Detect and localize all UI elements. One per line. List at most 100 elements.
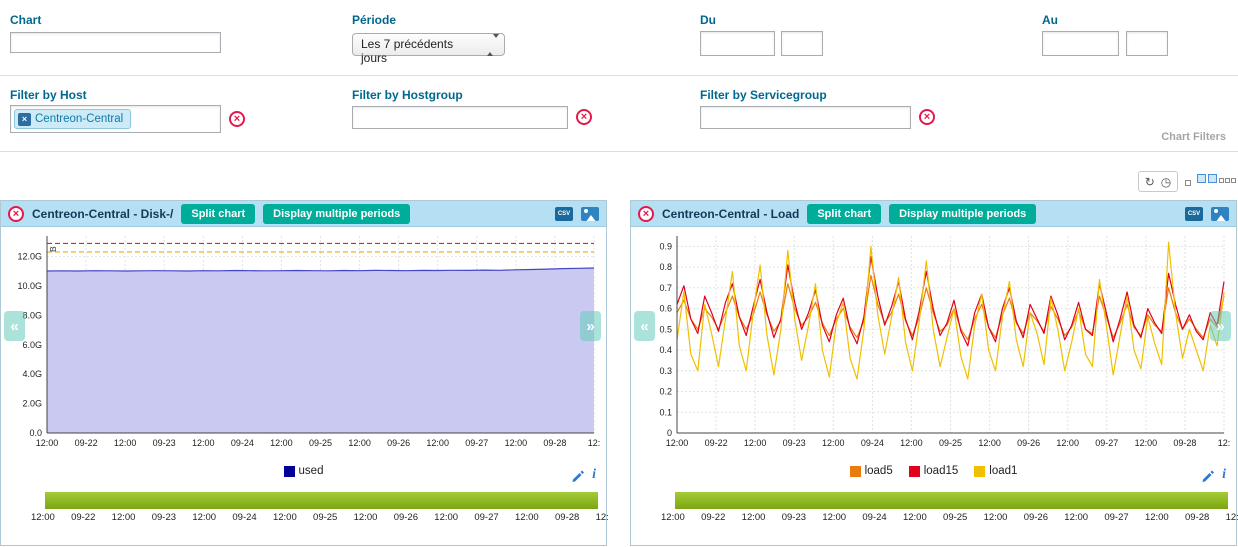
load-chart[interactable]: 12:00 09-22 12:00 09-23 12:00 09-24 12:00 09-25…: [633, 229, 1233, 455]
svg-text:09-28: 09-28: [1173, 438, 1196, 448]
svg-text:09-23: 09-23: [783, 438, 806, 448]
svg-text:0.0: 0.0: [29, 428, 42, 438]
svg-text:0: 0: [667, 428, 672, 438]
timeline-tick-label: 12:00: [902, 512, 927, 523]
layout-one-column-button[interactable]: [1185, 180, 1191, 186]
timeline-tick-label: 09-22: [71, 512, 96, 523]
du-date-input[interactable]: [700, 31, 775, 56]
svg-text:12:00: 12:00: [348, 438, 371, 448]
export-csv-icon[interactable]: CSV: [1185, 206, 1203, 221]
filter-by-hostgroup-label: Filter by Hostgroup: [352, 88, 463, 102]
timeline-tick-label: 12:00: [272, 512, 297, 523]
svg-text:09-26: 09-26: [387, 438, 410, 448]
timeline-tick-label: 12:00: [822, 512, 847, 523]
svg-text:09-23: 09-23: [153, 438, 176, 448]
timeline-tick-label: 09-23: [781, 512, 807, 523]
export-image-icon[interactable]: [581, 206, 599, 221]
timeline-tick-label: 09-24: [862, 512, 887, 523]
timeline-tick-label: 12:00: [31, 512, 55, 523]
separator: [0, 75, 1238, 76]
legend: used: [1, 465, 606, 477]
split-chart-button[interactable]: Split chart: [181, 203, 256, 224]
svg-text:0.9: 0.9: [659, 241, 672, 251]
svg-text:12:00: 12:00: [505, 438, 528, 448]
svg-text:09-26: 09-26: [1017, 438, 1040, 448]
scroll-right-button[interactable]: »: [580, 311, 601, 341]
disk-usage-chart[interactable]: 12:00 09-22 12:00 09-23 12:00 09-24 12:00 09-25…: [3, 229, 603, 455]
hostgroup-clear-button[interactable]: ×: [576, 109, 592, 125]
svg-text:0.2: 0.2: [659, 387, 672, 397]
svg-text:12:00: 12:00: [36, 438, 59, 448]
timeline-tick-label: 12:00: [192, 512, 217, 523]
info-icon[interactable]: i: [592, 467, 596, 482]
chart-filters-section-label: Chart Filters: [1161, 131, 1226, 143]
timeline-tick-label: 09-22: [701, 512, 726, 523]
hostgroup-filter-input[interactable]: [352, 106, 568, 129]
panel-header: × Centreon-Central - Disk-/ Split chart …: [1, 201, 606, 227]
periode-label: Période: [352, 13, 397, 27]
chart-filter-input[interactable]: [10, 32, 221, 53]
legend: load5 load15 load1: [631, 465, 1236, 477]
svg-text:12:00: 12:00: [1135, 438, 1158, 448]
timeline-slider[interactable]: [675, 492, 1228, 509]
svg-text:0.5: 0.5: [659, 324, 672, 334]
close-chart-icon[interactable]: ×: [8, 205, 24, 222]
svg-text:09-24: 09-24: [231, 438, 254, 448]
timeline-tick-label: 09-28: [555, 512, 580, 523]
scroll-right-button[interactable]: »: [1210, 311, 1231, 341]
legend-item: load1: [974, 465, 1017, 477]
timeline-tick-label: 09-24: [232, 512, 257, 523]
du-label: Du: [700, 13, 716, 27]
host-filter-input[interactable]: × Centreon-Central: [10, 105, 221, 133]
period-clock-icon[interactable]: ◷: [1160, 174, 1172, 189]
timeline-tick-label: 12:00: [1064, 512, 1089, 523]
svg-text:09-22: 09-22: [75, 438, 98, 448]
host-clear-button[interactable]: ×: [229, 111, 245, 127]
au-date-input[interactable]: [1042, 31, 1119, 56]
edit-pencil-icon[interactable]: [1201, 469, 1215, 482]
refresh-controls[interactable]: ↻ ◷: [1138, 171, 1178, 192]
split-chart-button[interactable]: Split chart: [807, 203, 882, 224]
timeline-tick-label: 09-27: [1104, 512, 1129, 523]
svg-text:12:00: 12:00: [114, 438, 137, 448]
du-time-input[interactable]: [781, 31, 823, 56]
legend-item: load5: [849, 465, 893, 477]
close-chart-icon[interactable]: ×: [638, 205, 654, 222]
chip-remove-icon[interactable]: ×: [18, 112, 31, 126]
export-image-icon[interactable]: [1211, 206, 1229, 221]
timeline-tick-label: 12:00: [111, 512, 136, 523]
info-icon[interactable]: i: [1222, 467, 1226, 482]
host-chip-label: Centreon-Central: [35, 113, 124, 125]
svg-text:12.0G: 12.0G: [17, 252, 42, 262]
svg-text:12:00: 12:00: [744, 438, 767, 448]
filter-by-servicegroup-label: Filter by Servicegroup: [700, 88, 827, 102]
svg-text:12:00: 12:00: [666, 438, 689, 448]
au-label: Au: [1042, 13, 1058, 27]
export-csv-icon[interactable]: CSV: [555, 206, 573, 221]
layout-two-columns-button[interactable]: [1197, 174, 1217, 183]
scroll-left-button[interactable]: «: [4, 311, 25, 341]
au-time-input[interactable]: [1126, 31, 1168, 56]
periode-select[interactable]: Les 7 précédents jours: [352, 33, 505, 65]
display-multiple-periods-button[interactable]: Display multiple periods: [889, 203, 1037, 224]
layout-three-columns-button[interactable]: [1219, 178, 1236, 183]
timeline-slider[interactable]: [45, 492, 598, 509]
servicegroup-filter-input[interactable]: [700, 106, 911, 129]
timeline-tick-label: 12:00: [1144, 512, 1169, 523]
chart-panel-load: × Centreon-Central - Load Split chart Di…: [630, 200, 1238, 546]
refresh-icon[interactable]: ↻: [1144, 174, 1155, 189]
svg-text:B: B: [48, 246, 58, 252]
servicegroup-clear-button[interactable]: ×: [919, 109, 935, 125]
display-multiple-periods-button[interactable]: Display multiple periods: [263, 203, 411, 224]
timeline-tick-label: 12:00: [434, 512, 459, 523]
svg-text:09-22: 09-22: [705, 438, 728, 448]
host-chip: × Centreon-Central: [14, 109, 132, 129]
timeline-labels: 12:00 09-22 12:00 09-23 12:00 09-24 12:00 09-25…: [661, 512, 1238, 523]
svg-text:0.7: 0.7: [659, 283, 672, 293]
scroll-left-button[interactable]: «: [634, 311, 655, 341]
filter-by-host-label: Filter by Host: [10, 88, 87, 102]
timeline-tick-label: 09-26: [1023, 512, 1048, 523]
edit-pencil-icon[interactable]: [571, 469, 585, 482]
panel-header: × Centreon-Central - Load Split chart Di…: [631, 201, 1236, 227]
svg-text:12:00: 12:00: [900, 438, 923, 448]
